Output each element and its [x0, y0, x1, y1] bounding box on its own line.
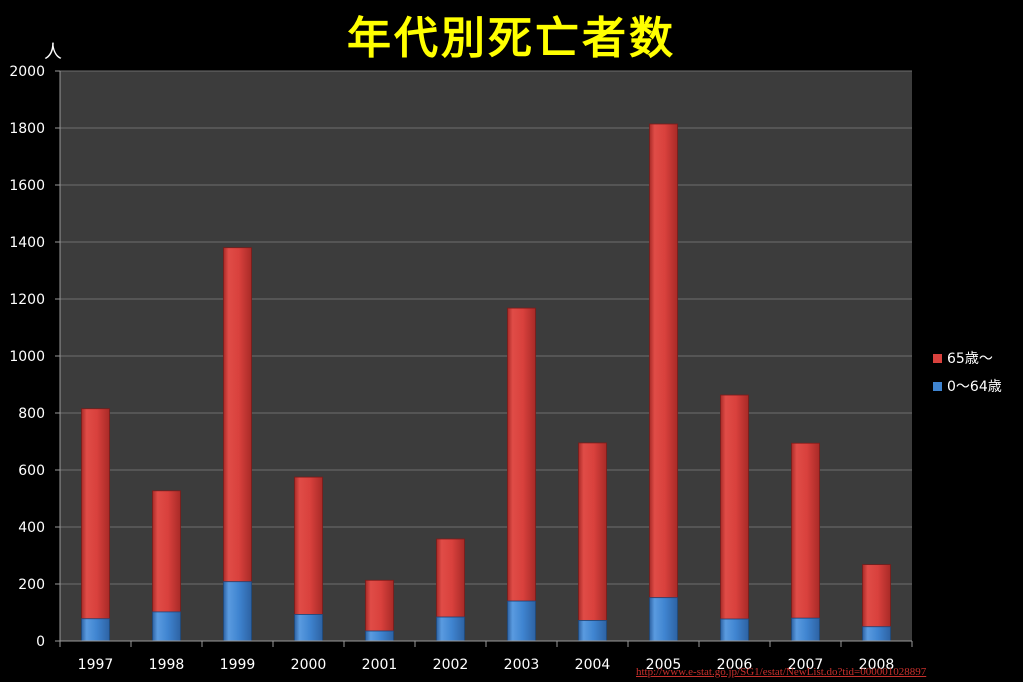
bar-65-plus	[223, 247, 252, 583]
y-tick-label: 1800	[9, 121, 45, 137]
y-tick-labels: 0 200 400 600 800 1000 1200 1400 1600 1800 2000	[9, 64, 45, 650]
y-tick-label: 1600	[9, 178, 45, 194]
bar-0-64	[507, 600, 536, 642]
bar-65-plus	[436, 538, 465, 618]
bar-65-plus	[365, 579, 394, 632]
bar-65-plus	[791, 442, 820, 619]
bar-65-plus	[81, 408, 110, 620]
bars	[81, 123, 891, 642]
legend-item-0-64: 0〜64歳	[933, 372, 1002, 400]
y-tick-label: 1400	[9, 235, 45, 251]
y-tick-label: 400	[18, 520, 45, 536]
x-tick-label: 2005	[646, 657, 682, 673]
x-tick-label: 2007	[788, 657, 824, 673]
bar-0-64	[578, 620, 607, 642]
x-tick-label: 1997	[78, 657, 114, 673]
bar-0-64	[649, 597, 678, 642]
y-axis-label: 人	[44, 42, 62, 63]
bar-0-64	[720, 618, 749, 642]
bar-0-64	[436, 616, 465, 642]
x-tick-label: 1999	[220, 657, 256, 673]
axes	[55, 70, 913, 647]
y-tick-label: 600	[18, 463, 45, 479]
bar-0-64	[81, 618, 110, 642]
bar-65-plus	[152, 490, 181, 613]
x-tick-label: 2000	[291, 657, 327, 673]
source-link[interactable]: http://www.e-stat.go.jp/SG1/estat/NewLis…	[636, 666, 927, 678]
bar-0-64	[365, 630, 394, 642]
bar-65-plus	[862, 564, 891, 628]
y-tick-label: 1000	[9, 349, 45, 365]
x-tick-label: 2004	[575, 657, 611, 673]
bar-65-plus	[649, 123, 678, 599]
x-tick-labels: 1997 1998 1999 2000 2001 2002 2003 2004 2005 2006…	[78, 657, 895, 673]
bar-0-64	[791, 617, 820, 642]
chart-title: 年代別死亡者数	[347, 13, 676, 64]
x-tick-label: 1998	[149, 657, 185, 673]
legend-swatch-65-plus	[933, 353, 942, 363]
x-tick-label: 2002	[433, 657, 469, 673]
bar-0-64	[223, 581, 252, 642]
y-tick-label: 200	[18, 577, 45, 593]
y-tick-label: 800	[18, 406, 45, 422]
x-tick-label: 2006	[717, 657, 753, 673]
legend-item-65-plus: 65歳〜	[933, 344, 1002, 372]
gridlines	[60, 70, 912, 585]
bar-0-64	[294, 614, 323, 642]
bar-65-plus	[578, 442, 607, 621]
legend: 65歳〜 0〜64歳	[933, 344, 1002, 400]
bar-65-plus	[720, 394, 749, 620]
legend-label-0-64: 0〜64歳	[947, 379, 1002, 395]
y-tick-label: 0	[36, 634, 45, 650]
legend-label-65-plus: 65歳〜	[947, 351, 993, 367]
y-tick-label: 2000	[9, 64, 45, 80]
x-tick-label: 2001	[362, 657, 398, 673]
x-tick-label: 2003	[504, 657, 540, 673]
bar-65-plus	[507, 307, 536, 602]
bar-65-plus	[294, 476, 323, 615]
y-tick-label: 1200	[9, 292, 45, 308]
bar-0-64	[152, 611, 181, 642]
legend-swatch-0-64	[933, 381, 942, 391]
bar-0-64	[862, 626, 891, 642]
x-tick-label: 2008	[859, 657, 895, 673]
